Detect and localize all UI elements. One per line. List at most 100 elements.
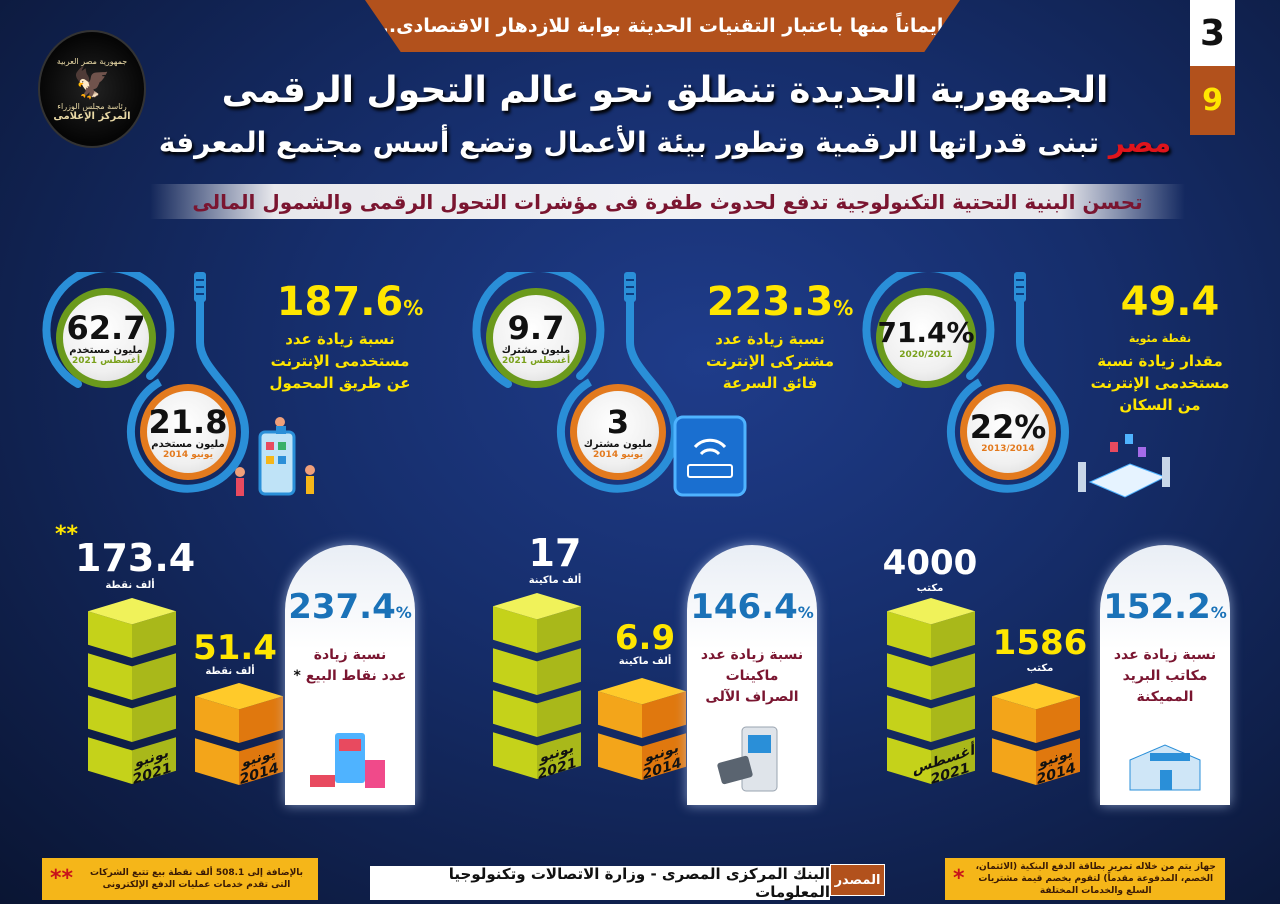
percent-value: 237.4 [288, 587, 396, 627]
previous-value-circle: 3 مليون مشترك يونيو 2014 [570, 384, 666, 480]
current-unit: مكتب [916, 583, 944, 594]
cube [88, 640, 176, 700]
star-marker: * [953, 866, 965, 891]
desc-line: مكاتب البريد [1122, 668, 1208, 684]
desc-line: نسبة زيادة عدد [715, 330, 825, 348]
current-value: 17 [528, 531, 582, 575]
cube [195, 725, 283, 785]
increase-card: 146.4% نسبة زيادة عدد ماكينات الصراف الآلى [687, 545, 817, 805]
description: نسبة زيادة عدد مكاتب البريد المميكنة [1100, 645, 1230, 708]
cube [195, 683, 283, 743]
desc-line: عن طريق المحمول [269, 374, 411, 392]
internet-penetration-section: 71.4% 2020/2021 22% 2013/2014 49.4 نقطة … [860, 272, 1260, 522]
previous-unit: ألف ماكينة [618, 656, 672, 667]
percent-value: 152.2 [1103, 587, 1211, 627]
desc-line: مستخدمى الإنترنت [270, 352, 410, 370]
increase-points: 49.4 [1085, 280, 1255, 324]
current-value: 173.4 [75, 536, 196, 580]
description: نسبة زيادة عدد ماكينات الصراف الآلى [687, 645, 817, 708]
page-number-bottom: 9 [1190, 66, 1235, 135]
desc-line: عدد نقاط البيع [305, 668, 407, 684]
current-value-circle: 71.4% 2020/2021 [876, 288, 976, 388]
footnote-text: بالإضافة إلى 508.1 ألف نقطة بيع تتبع الش… [89, 868, 304, 890]
cube [887, 724, 975, 784]
current-value-circle: 9.7 مليون مشترك أغسطس 2021 [486, 288, 586, 388]
increase-card: 237.4% نسبة زيادة عدد نقاط البيع * [285, 545, 415, 805]
previous-date: يونيو 2014 [593, 449, 643, 460]
current-date: أغسطس 2021 [71, 355, 141, 366]
increase-percent: 146.4% [687, 587, 817, 627]
cube [493, 719, 581, 779]
post-office-illustration [1129, 744, 1201, 791]
previous-value-circle: 22% 2013/2014 [960, 384, 1056, 480]
current-value: 9.7 [507, 308, 565, 347]
top-banner: إيماناً منها باعتبار التقنيات الحديثة بو… [365, 0, 960, 52]
logo-line2: رئاسة مجلس الوزراء [57, 101, 127, 111]
points-unit: نقطة مئوية [1128, 332, 1192, 345]
desc-line: مشتركى الإنترنت [705, 352, 835, 370]
description: نسبة زيادة عدد مستخدمى الإنترنت عن طريق ال… [250, 328, 430, 394]
mobile-internet-users-section: 62.7 مليون مستخدم أغسطس 2021 21.8 مليون … [40, 272, 440, 522]
cube [887, 640, 975, 700]
desc-line: نسبة زيادة عدد [700, 647, 804, 663]
double-star-marker: ** [50, 866, 74, 891]
footnote-star: جهاز يتم من خلاله تمرير بطاقة الدفع البن… [945, 858, 1225, 900]
percent-sign: % [403, 296, 424, 320]
broadband-subscribers-section: 9.7 مليون مشترك أغسطس 2021 3 مليون مشترك… [470, 272, 870, 522]
source-text: البنك المركزى المصرى - وزارة الاتصالات و… [370, 865, 830, 901]
previous-value: 6.9 [614, 618, 676, 658]
previous-unit: ألف نقطة [205, 666, 255, 677]
previous-value: 3 [606, 402, 630, 441]
percent-value: 187.6 [276, 279, 404, 325]
smartphone-people-illustration [235, 417, 315, 496]
cube [992, 725, 1080, 785]
previous-value: 51.4 [193, 628, 277, 668]
cube [493, 593, 581, 653]
previous-value-circle: 21.8 مليون مستخدم يونيو 2014 [140, 384, 236, 480]
current-value: 71.4% [877, 316, 975, 349]
previous-unit: مليون مشترك [583, 438, 653, 450]
current-value-circle: 62.7 مليون مستخدم أغسطس 2021 [56, 288, 156, 388]
atm-pos-illustration [310, 733, 385, 788]
logo-line3: المركز الإعلامى [53, 110, 131, 122]
increase-card: 152.2% نسبة زيادة عدد مكاتب البريد المميكن… [1100, 545, 1230, 805]
previous-unit: مكتب [1026, 663, 1054, 674]
cube [992, 683, 1080, 743]
page-subtitle: مصر تبنى قدراتها الرقمية وتطور بيئة الأع… [150, 126, 1180, 159]
page-number-top: 3 [1190, 0, 1235, 66]
previous-value: 22% [969, 408, 1047, 446]
current-date: أغسطس 2021 [501, 355, 571, 366]
cube [88, 598, 176, 658]
desc-line: مستخدمى الإنترنت [1090, 374, 1230, 392]
desc-line: مقدار زيادة نسبة [1097, 352, 1223, 370]
points-value: 49.4 [1120, 279, 1220, 325]
previous-value: 1586 [992, 623, 1088, 663]
router-icon [673, 415, 747, 497]
footnote-double-star: بالإضافة إلى 508.1 ألف نقطة بيع تتبع الش… [42, 858, 318, 900]
double-star-marker: ** [55, 522, 79, 547]
cube [887, 598, 975, 658]
source-label: المصدر [830, 864, 885, 896]
atm-machine-illustration [717, 726, 778, 792]
desc-line: المميكنة [1136, 689, 1194, 705]
atm-machines-section: 17 ألف ماكينة يونيو 2021 6.9 ألف ماكينة ي… [465, 528, 865, 813]
percent-value: 223.3 [706, 279, 834, 325]
current-unit: مليون مستخدم [69, 344, 143, 356]
description: نسبة زيادة عدد نقاط البيع * [285, 645, 415, 687]
previous-date: 2013/2014 [981, 444, 1035, 454]
media-center-logo: جمهورية مصر العربية 🦅 رئاسة مجلس الوزراء… [38, 30, 146, 148]
desc-line: نسبة زيادة [313, 647, 387, 663]
desc-line: ماكينات [725, 668, 779, 684]
desc-line: نسبة زيادة عدد [285, 330, 395, 348]
page-title: الجمهورية الجديدة تنطلق نحو عالم التحول … [221, 70, 1109, 111]
current-date: 2020/2021 [899, 350, 953, 360]
cube [887, 682, 975, 742]
description: نسبة زيادة عدد مشتركى الإنترنت فائق السرعة [680, 328, 860, 394]
current-unit: ألف ماكينة [528, 575, 582, 586]
percent-sign: % [1210, 603, 1227, 622]
percent-value: 146.4 [690, 587, 798, 627]
cube [598, 720, 686, 780]
previous-date: يونيو 2014 [163, 449, 213, 460]
cube [598, 678, 686, 738]
cube [493, 635, 581, 695]
